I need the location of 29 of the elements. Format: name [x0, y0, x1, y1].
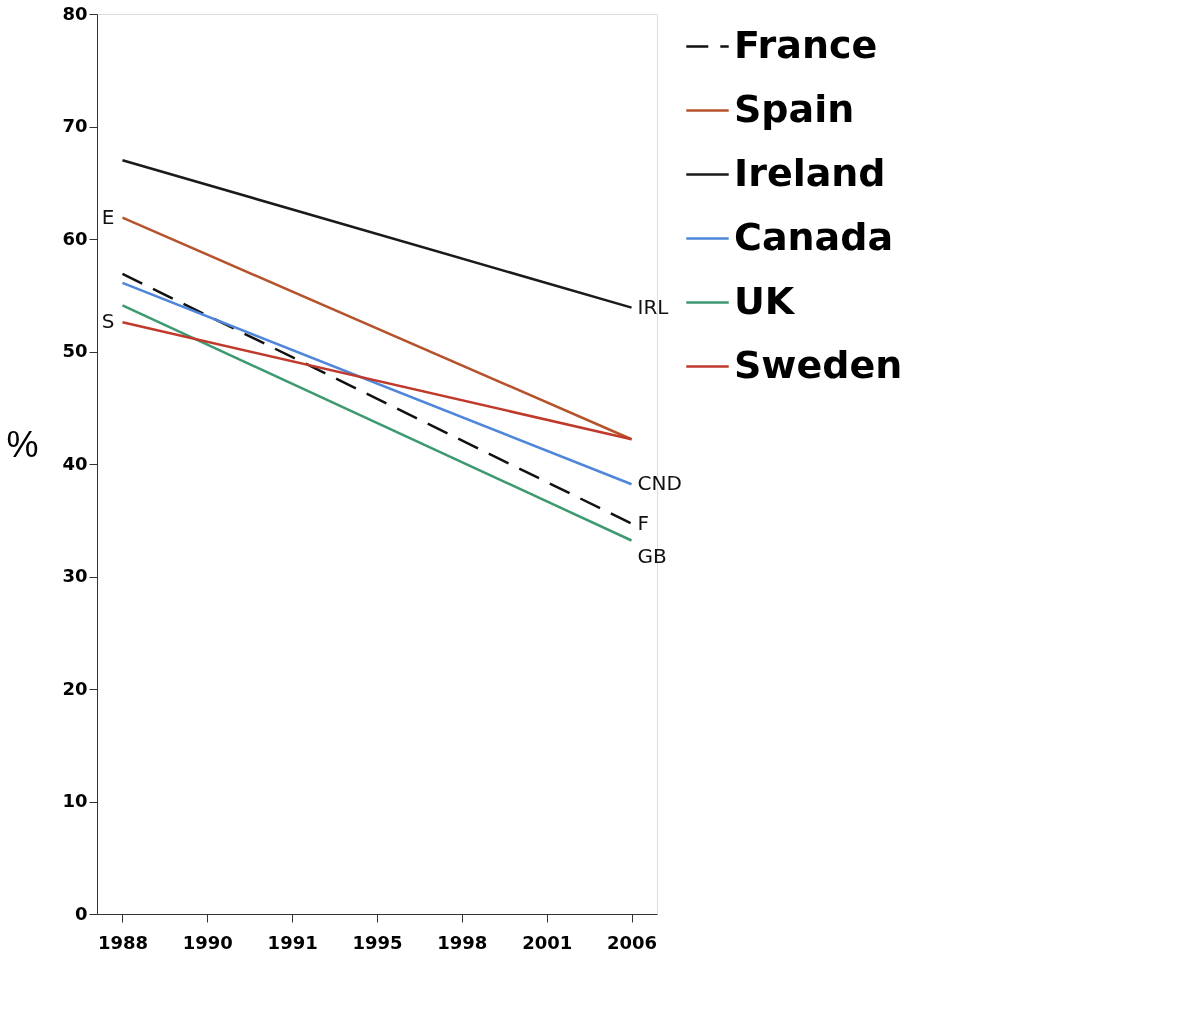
legend-label: Ireland [734, 150, 886, 195]
y-tick-label: 60 [62, 227, 88, 249]
y-tick-label: 20 [62, 677, 88, 699]
legend-label: Sweden [734, 342, 903, 387]
annotation: E [101, 204, 115, 229]
legend-label: UK [734, 278, 796, 323]
x-tick-label: 2001 [522, 931, 573, 953]
annotation: CND [637, 471, 682, 496]
x-tick-label: 1998 [437, 931, 488, 953]
y-axis-title: % [6, 423, 39, 465]
annotation: IRL [637, 294, 670, 319]
x-tick-label: 1990 [182, 931, 233, 953]
x-tick-label: 1995 [352, 931, 403, 953]
y-tick-label: 30 [62, 565, 88, 586]
y-tick-label: 70 [62, 115, 88, 136]
legend-label: Canada [734, 214, 894, 259]
y-tick-label: 80 [62, 2, 88, 24]
x-tick-label: 2006 [606, 931, 658, 953]
y-tick-label: 50 [62, 340, 88, 361]
x-tick-label: 1988 [97, 931, 149, 953]
y-tick-label: 10 [62, 790, 88, 811]
y-tick-label: 0 [74, 902, 88, 924]
x-tick-label: 1991 [267, 931, 318, 953]
y-tick-label: 40 [62, 452, 88, 474]
legend-label: Spain [734, 86, 855, 131]
annotation: F [637, 510, 650, 535]
annotation: S [101, 309, 115, 334]
legend-label: France [734, 22, 878, 67]
annotation: GB [637, 543, 667, 568]
